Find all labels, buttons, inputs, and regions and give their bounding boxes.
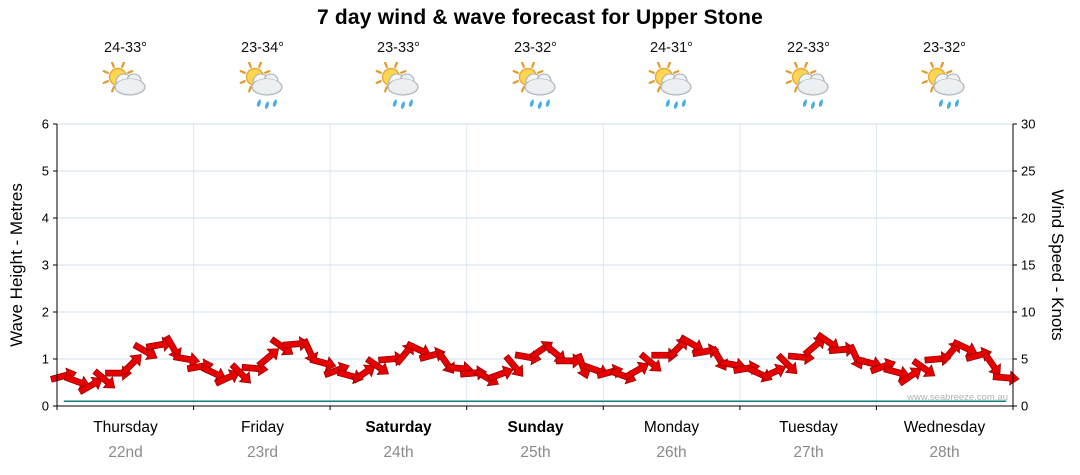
page-title: 7 day wind & wave forecast for Upper Sto… [316, 6, 763, 29]
svg-text:0: 0 [1021, 399, 1028, 414]
svg-text:0: 0 [42, 399, 49, 414]
svg-text:3: 3 [42, 258, 49, 273]
y-axis-label-left: Wave Height - Metres [7, 183, 26, 347]
watermark: www.seabreeze.com.au [906, 392, 1008, 403]
svg-text:30: 30 [1021, 117, 1035, 132]
wind-arrows [50, 331, 1020, 395]
svg-text:10: 10 [1021, 305, 1035, 320]
svg-text:25: 25 [1021, 164, 1035, 179]
svg-text:20: 20 [1021, 211, 1035, 226]
svg-text:2: 2 [42, 305, 49, 320]
left-tick-labels: 0 1 2 3 4 5 6 [42, 117, 49, 414]
svg-text:1: 1 [42, 352, 49, 367]
y-axis-label-right: Wind Speed - Knots [1048, 189, 1067, 341]
right-tick-labels: 0 5 10 15 20 25 30 [1021, 117, 1035, 414]
svg-text:4: 4 [42, 211, 49, 226]
svg-text:6: 6 [42, 117, 49, 132]
svg-text:15: 15 [1021, 258, 1035, 273]
svg-text:5: 5 [1021, 352, 1028, 367]
svg-text:5: 5 [42, 164, 49, 179]
axis-ticks [53, 123, 1017, 410]
h-gridlines [57, 123, 1013, 360]
